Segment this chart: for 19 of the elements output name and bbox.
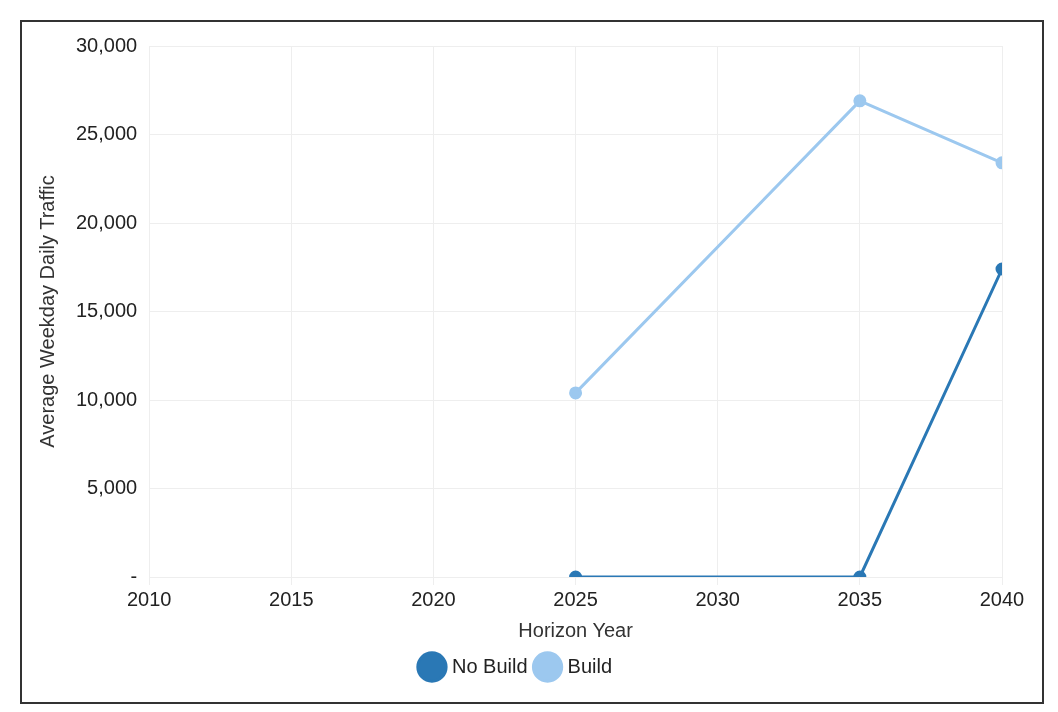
x-axis-title: Horizon Year: [518, 618, 634, 641]
y-tick-label: 5,000: [87, 476, 138, 499]
y-axis-title: Average Weekday Daily Traffic: [35, 175, 58, 448]
y-tick-label: 15,000: [76, 299, 138, 322]
x-tick-label: 2015: [269, 587, 314, 610]
x-tick-label: 2030: [695, 587, 740, 610]
y-tick-label: 25,000: [76, 122, 138, 145]
y-tick-label: 20,000: [76, 210, 138, 233]
y-tick-label: -: [130, 564, 138, 587]
x-tick-label: 2025: [553, 587, 598, 610]
point: [569, 386, 583, 400]
x-tick-label: 2040: [979, 587, 1025, 610]
x-tick-label: 2020: [411, 587, 456, 610]
legend-label: Build: [567, 654, 613, 677]
y-tick-label: 10,000: [76, 387, 138, 410]
x-tick-label: 2010: [126, 587, 172, 610]
y-tick-label: 30,000: [76, 33, 138, 56]
x-tick-label: 2035: [837, 587, 883, 610]
legend-label: No Build: [451, 654, 528, 677]
